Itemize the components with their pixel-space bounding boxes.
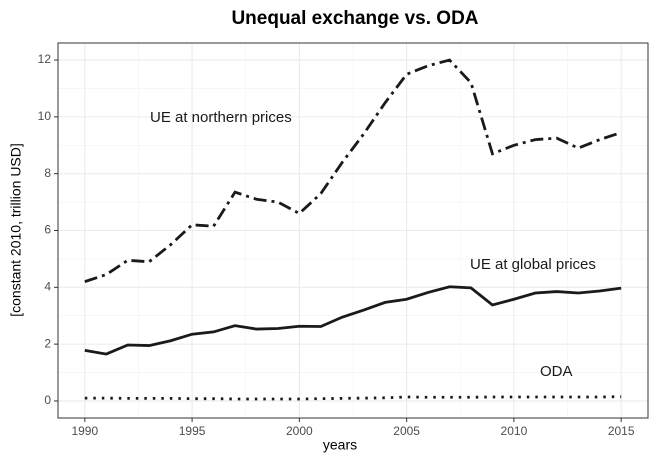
x-axis-label: years bbox=[323, 437, 357, 453]
series-line bbox=[84, 58, 622, 283]
x-tick-label: 2010 bbox=[501, 424, 528, 438]
x-tick-label: 1990 bbox=[71, 424, 98, 438]
y-tick-label: 2 bbox=[44, 336, 51, 350]
y-tick-label: 10 bbox=[38, 109, 52, 123]
y-tick-label: 8 bbox=[44, 166, 51, 180]
y-tick-label: 0 bbox=[44, 393, 51, 407]
x-tick-label: 2000 bbox=[286, 424, 313, 438]
x-tick-label: 1995 bbox=[179, 424, 206, 438]
x-tick-label: 2005 bbox=[393, 424, 420, 438]
y-tick-label: 12 bbox=[38, 52, 52, 66]
chart-title: Unequal exchange vs. ODA bbox=[231, 8, 478, 29]
y-tick-label: 4 bbox=[44, 279, 51, 293]
plot-border bbox=[57, 42, 649, 419]
series-line bbox=[84, 285, 622, 356]
y-tick-label: 6 bbox=[44, 223, 51, 237]
y-axis-label: [constant 2010, trillion USD] bbox=[8, 143, 24, 317]
x-tick-label: 2015 bbox=[608, 424, 635, 438]
series-label: UE at northern prices bbox=[150, 109, 292, 126]
series-label: UE at global prices bbox=[470, 256, 596, 273]
series-label: ODA bbox=[540, 363, 573, 380]
